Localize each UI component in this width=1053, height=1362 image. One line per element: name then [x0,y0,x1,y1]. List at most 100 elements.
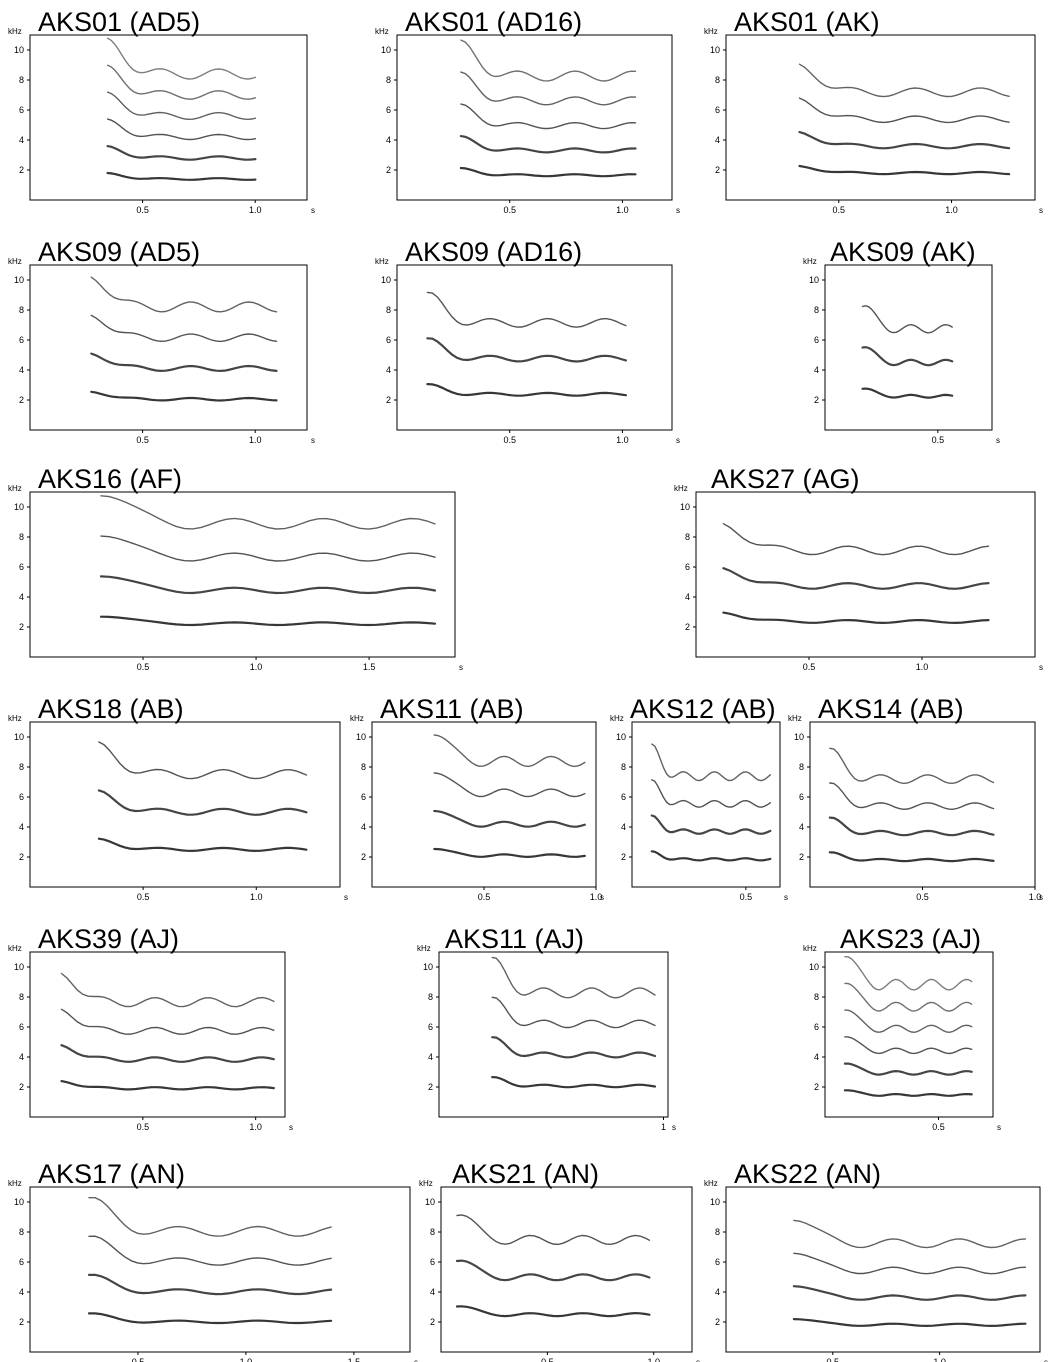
spectrogram-panel: AKS09 (AD5)kHz2468100.51.0s [8,237,315,445]
y-tick-label: 8 [799,762,804,772]
y-tick-label: 2 [386,395,391,405]
y-tick-label: 10 [14,275,24,285]
y-tick-label: 2 [19,852,24,862]
spectrogram-panel: AKS11 (AJ)kHz2468101s [417,924,676,1132]
x-tick-label: 0.5 [478,892,491,902]
y-tick-label: 4 [685,592,690,602]
plot-frame [30,952,285,1117]
x-tick-label: 0.5 [932,1122,945,1132]
x-unit-label: s [459,663,463,672]
spectrogram-panel: AKS18 (AB)kHz2468100.51.0s [8,694,348,902]
panel-title: AKS11 (AJ) [445,924,584,954]
y-unit-label: kHz [8,944,22,953]
plot-frame [696,492,1035,657]
x-tick-label: 1.0 [250,662,263,672]
y-unit-label: kHz [8,257,22,266]
y-tick-label: 6 [799,792,804,802]
y-tick-label: 10 [381,45,391,55]
y-tick-label: 2 [814,395,819,405]
panel-title: AKS09 (AD5) [38,237,200,267]
y-tick-label: 10 [710,45,720,55]
x-tick-label: 1.0 [249,205,262,215]
panel-title: AKS14 (AB) [818,694,964,724]
x-unit-label: s [996,436,1000,445]
x-unit-label: s [1044,1358,1048,1362]
x-tick-label: 0.5 [137,1122,150,1132]
x-tick-label: 1.0 [945,205,958,215]
y-unit-label: kHz [610,714,624,723]
x-tick-label: 1.0 [916,662,929,672]
x-tick-label: 1.0 [647,1357,660,1362]
spectrogram-panel: AKS23 (AJ)kHz2468100.5s [803,924,1001,1132]
x-unit-label: s [1039,663,1043,672]
y-unit-label: kHz [8,1179,22,1188]
x-tick-label: 0.5 [916,892,929,902]
y-unit-label: kHz [803,257,817,266]
y-tick-label: 6 [621,792,626,802]
x-unit-label: s [784,893,788,902]
y-tick-label: 2 [361,852,366,862]
panel-title: AKS11 (AB) [380,694,524,724]
x-unit-label: s [311,436,315,445]
x-unit-label: s [696,1358,700,1362]
y-tick-label: 10 [809,962,819,972]
x-unit-label: s [997,1123,1001,1132]
y-tick-label: 2 [715,1317,720,1327]
y-tick-label: 6 [715,1257,720,1267]
y-tick-label: 2 [715,165,720,175]
y-tick-label: 8 [814,992,819,1002]
x-tick-label: 1.0 [616,205,629,215]
y-tick-label: 2 [19,1082,24,1092]
x-tick-label: 0.5 [827,1357,840,1362]
panel-title: AKS09 (AD16) [405,237,582,267]
y-unit-label: kHz [704,27,718,36]
y-tick-label: 8 [715,75,720,85]
x-tick-label: 0.5 [803,662,816,672]
x-unit-label: s [311,206,315,215]
x-tick-label: 1.0 [249,435,262,445]
x-unit-label: s [1039,206,1043,215]
y-tick-label: 10 [14,502,24,512]
y-tick-label: 6 [19,562,24,572]
y-tick-label: 8 [814,305,819,315]
panel-title: AKS22 (AN) [734,1159,881,1189]
y-tick-label: 8 [19,762,24,772]
x-unit-label: s [344,893,348,902]
x-tick-label: 0.5 [503,205,516,215]
y-unit-label: kHz [350,714,364,723]
x-tick-label: 0.5 [137,892,150,902]
y-tick-label: 6 [386,335,391,345]
y-tick-label: 6 [361,792,366,802]
y-tick-label: 4 [386,365,391,375]
y-tick-label: 8 [386,75,391,85]
y-unit-label: kHz [375,257,389,266]
panel-title: AKS09 (AK) [830,237,976,267]
x-unit-label: s [672,1123,676,1132]
y-unit-label: kHz [788,714,802,723]
plot-frame [372,722,596,887]
plot-frame [30,35,307,200]
x-tick-label: 1.5 [348,1357,361,1362]
plot-frame [397,265,672,430]
spectrogram-panel: AKS01 (AD16)kHz2468100.51.0s [375,7,680,215]
y-tick-label: 8 [386,305,391,315]
x-tick-label: 0.5 [740,892,753,902]
x-tick-label: 0.5 [541,1357,554,1362]
y-tick-label: 10 [14,962,24,972]
plot-frame [30,265,307,430]
x-tick-label: 1.0 [249,1122,262,1132]
y-tick-label: 10 [14,1197,24,1207]
y-tick-label: 2 [19,395,24,405]
y-unit-label: kHz [375,27,389,36]
y-unit-label: kHz [674,484,688,493]
panel-title: AKS16 (AF) [38,464,182,494]
y-tick-label: 8 [19,532,24,542]
y-tick-label: 2 [430,1317,435,1327]
spectrogram-panel: AKS01 (AD5)kHz2468100.51.0s [8,7,315,215]
y-tick-label: 10 [423,962,433,972]
y-tick-label: 10 [616,732,626,742]
panel-title: AKS21 (AN) [452,1159,599,1189]
